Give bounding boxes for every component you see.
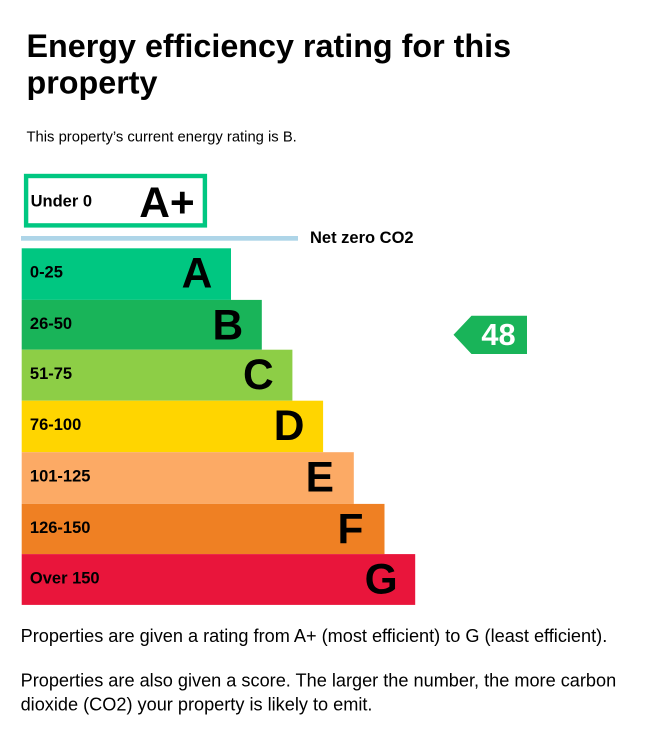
svg-text:Properties are given a rating: Properties are given a rating from A+ (m…: [21, 626, 608, 646]
svg-text:G: G: [365, 557, 398, 604]
svg-text:A+: A+: [139, 180, 195, 227]
svg-text:D: D: [274, 403, 305, 450]
svg-text:48: 48: [481, 317, 515, 352]
svg-text:0-25: 0-25: [30, 264, 63, 282]
svg-text:E: E: [306, 455, 334, 502]
svg-text:This property’s current energy: This property’s current energy rating is…: [27, 129, 297, 145]
svg-text:F: F: [338, 506, 364, 553]
svg-text:26-50: 26-50: [30, 315, 72, 333]
svg-text:C: C: [243, 352, 274, 399]
svg-text:A: A: [182, 251, 213, 298]
svg-text:dioxide (CO2) your property is: dioxide (CO2) your property is likely to…: [21, 694, 373, 714]
svg-text:Net zero CO2: Net zero CO2: [310, 229, 414, 247]
svg-text:76-100: 76-100: [30, 416, 81, 434]
svg-text:51-75: 51-75: [30, 365, 72, 383]
svg-text:property: property: [27, 65, 158, 101]
svg-text:Energy efficiency rating for t: Energy efficiency rating for this: [27, 28, 512, 64]
svg-text:Over 150: Over 150: [30, 569, 100, 587]
svg-text:126-150: 126-150: [30, 519, 91, 537]
svg-text:Under 0: Under 0: [31, 193, 92, 211]
svg-text:Properties are also given a sc: Properties are also given a score. The l…: [21, 671, 617, 691]
svg-text:101-125: 101-125: [30, 467, 91, 485]
svg-text:B: B: [212, 302, 243, 349]
